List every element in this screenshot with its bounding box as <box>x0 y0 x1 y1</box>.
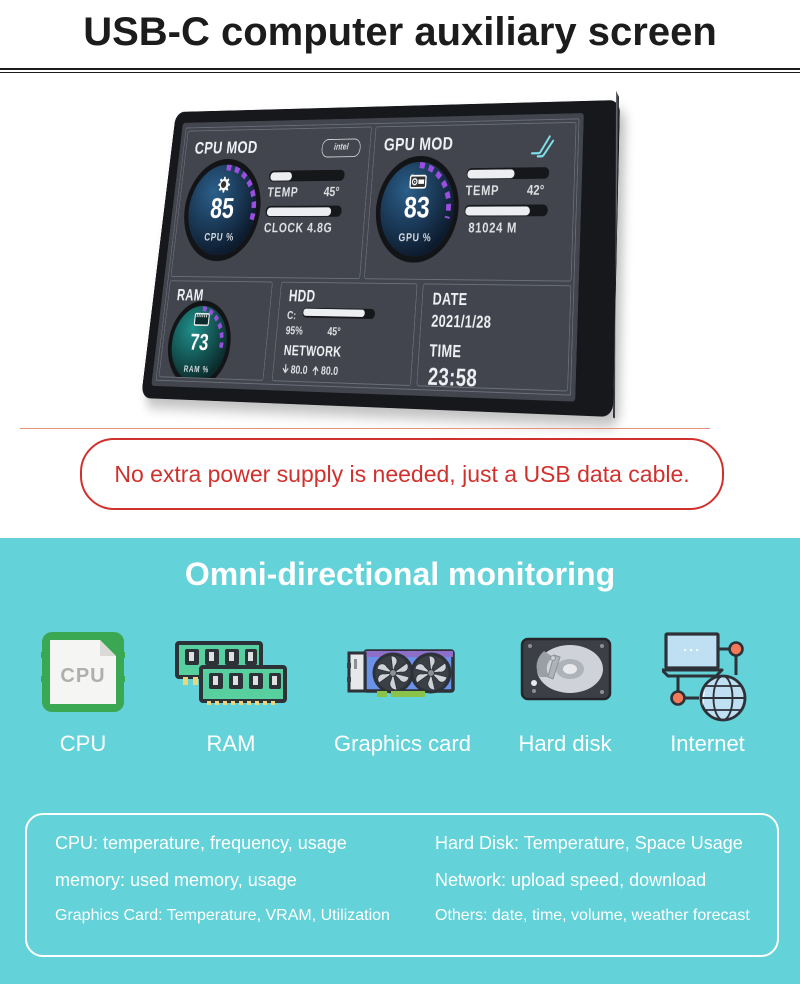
svg-text:CPU: CPU <box>60 665 105 687</box>
